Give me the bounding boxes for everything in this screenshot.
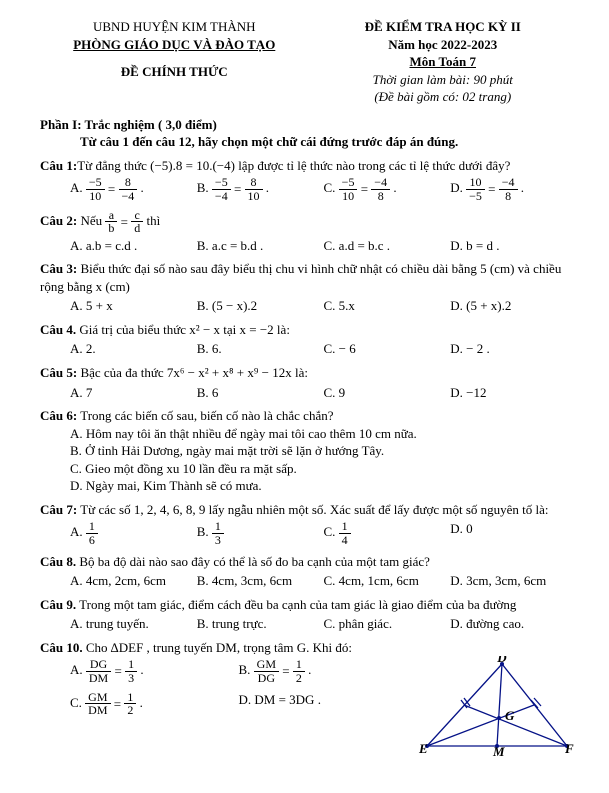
q1-opt-d: D. 10−5 = −48 . [450, 176, 577, 202]
q2-label: Câu 2: [40, 213, 77, 228]
q5-opt-a: A. 7 [70, 384, 197, 402]
q4-opt-a: A. 2. [70, 340, 197, 358]
q1-text: Từ đẳng thức (−5).8 = 10.(−4) lập được t… [77, 158, 510, 173]
q4-opt-d: D. − 2 . [450, 340, 577, 358]
exam-title: ĐỀ KIỂM TRA HỌC KỲ II [309, 18, 578, 36]
q10-text: Cho ∆DEF , trung tuyến DM, trọng tâm G. … [83, 640, 352, 655]
question-5: Câu 5: Bậc của đa thức 7x⁶ − x² + x⁸ + x… [40, 364, 577, 401]
q6-opt-d: D. Ngày mai, Kim Thành sẽ có mưa. [70, 477, 577, 495]
q3-opt-b: B. (5 − x).2 [197, 297, 324, 315]
label-F: F [564, 741, 574, 756]
dept-line: PHÒNG GIÁO DỤC VÀ ĐÀO TẠO [40, 36, 309, 54]
header-left: UBND HUYỆN KIM THÀNH PHÒNG GIÁO DỤC VÀ Đ… [40, 18, 309, 106]
q7-text: Từ các số 1, 2, 4, 6, 8, 9 lấy ngẫu nhiê… [77, 502, 548, 517]
q3-opt-d: D. (5 + x).2 [450, 297, 577, 315]
q6-opt-c: C. Gieo một đồng xu 10 lần đều ra mặt sấ… [70, 460, 577, 478]
q7-opt-c: C. 14 [324, 520, 451, 546]
part1-title: Phần I: Trắc nghiệm ( 3,0 điểm) [40, 116, 577, 134]
header: UBND HUYỆN KIM THÀNH PHÒNG GIÁO DỤC VÀ Đ… [40, 18, 577, 106]
question-9: Câu 9. Trong một tam giác, điểm cách đều… [40, 596, 577, 633]
q1-opt-b: B. −5−4 = 810 . [197, 176, 324, 202]
label-G: G [505, 708, 515, 723]
part1-instruction: Từ câu 1 đến câu 12, hãy chọn một chữ cá… [80, 133, 577, 151]
q7-opt-d: D. 0 [450, 520, 577, 546]
q8-opt-b: B. 4cm, 3cm, 6cm [197, 572, 324, 590]
q9-opt-d: D. đường cao. [450, 615, 577, 633]
question-6: Câu 6: Trong các biến cố sau, biến cố nà… [40, 407, 577, 495]
header-right: ĐỀ KIỂM TRA HỌC KỲ II Năm học 2022-2023 … [309, 18, 578, 106]
q2-tail: thì [146, 213, 160, 228]
q10-opt-c: C. GMDM = 12 . [70, 691, 239, 717]
q3-text: Biểu thức đại số nào sau đây biểu thị ch… [40, 261, 561, 294]
q4-text: Giá trị của biểu thức x² − x tại x = −2 … [76, 322, 290, 337]
q2-opt-b: B. a.c = b.d . [197, 237, 324, 255]
school-year: Năm học 2022-2023 [309, 36, 578, 54]
subject: Môn Toán 7 [309, 53, 578, 71]
q5-opt-c: C. 9 [324, 384, 451, 402]
q10-opt-d: D. DM = 3DG . [239, 691, 408, 717]
q3-label: Câu 3: [40, 261, 77, 276]
q9-label: Câu 9. [40, 597, 76, 612]
q8-opt-c: C. 4cm, 1cm, 6cm [324, 572, 451, 590]
question-2: Câu 2: Nếu ab = cd thì A. a.b = c.d . B.… [40, 209, 577, 255]
q3-opt-a: A. 5 + x [70, 297, 197, 315]
label-E: E [418, 741, 428, 756]
question-3: Câu 3: Biểu thức đại số nào sau đây biểu… [40, 260, 577, 315]
question-7: Câu 7: Từ các số 1, 2, 4, 6, 8, 9 lấy ng… [40, 501, 577, 547]
q8-label: Câu 8. [40, 554, 76, 569]
q9-text: Trong một tam giác, điểm cách đều ba cạn… [76, 597, 516, 612]
q6-opt-a: A. Hôm nay tôi ăn thật nhiều để ngày mai… [70, 425, 577, 443]
q10-label: Câu 10. [40, 640, 83, 655]
q5-opt-d: D. −12 [450, 384, 577, 402]
q3-opt-c: C. 5.x [324, 297, 451, 315]
q4-label: Câu 4. [40, 322, 76, 337]
q1-opt-a: A. −510 = 8−4 . [70, 176, 197, 202]
q7-opt-a: A. 16 [70, 520, 197, 546]
q8-text: Bộ ba độ dài nào sao đây có thể là số đo… [76, 554, 430, 569]
q2-opt-d: D. b = d . [450, 237, 577, 255]
q6-opt-b: B. Ở tỉnh Hải Dương, ngày mai mặt trời s… [70, 442, 577, 460]
q2-lead: Nếu [80, 213, 105, 228]
q1-label: Câu 1: [40, 158, 77, 173]
triangle-diagram: D E F G M [407, 656, 577, 761]
q6-label: Câu 6: [40, 408, 77, 423]
label-M: M [492, 744, 505, 756]
q6-text: Trong các biến cố sau, biến cố nào là ch… [77, 408, 333, 423]
q10-opt-a: A. DGDM = 13 . [70, 658, 239, 684]
q5-label: Câu 5: [40, 365, 77, 380]
q10-opt-b: B. GMDG = 12 . [239, 658, 408, 684]
q9-opt-c: C. phân giác. [324, 615, 451, 633]
q2-opt-c: C. a.d = b.c . [324, 237, 451, 255]
question-8: Câu 8. Bộ ba độ dài nào sao đây có thể l… [40, 553, 577, 590]
q1-opt-c: C. −510 = −48 . [324, 176, 451, 202]
q4-opt-b: B. 6. [197, 340, 324, 358]
label-D: D [496, 656, 507, 665]
q5-opt-b: B. 6 [197, 384, 324, 402]
q9-opt-a: A. trung tuyến. [70, 615, 197, 633]
q7-opt-b: B. 13 [197, 520, 324, 546]
duration: Thời gian làm bài: 90 phút [309, 71, 578, 89]
q9-opt-b: B. trung trực. [197, 615, 324, 633]
question-4: Câu 4. Giá trị của biểu thức x² − x tại … [40, 321, 577, 358]
question-1: Câu 1:Từ đẳng thức (−5).8 = 10.(−4) lập … [40, 157, 577, 203]
exam-page: UBND HUYỆN KIM THÀNH PHÒNG GIÁO DỤC VÀ Đ… [0, 0, 609, 779]
q7-label: Câu 7: [40, 502, 77, 517]
q8-opt-a: A. 4cm, 2cm, 6cm [70, 572, 197, 590]
question-10: Câu 10. Cho ∆DEF , trung tuyến DM, trọng… [40, 639, 577, 761]
q4-opt-c: C. − 6 [324, 340, 451, 358]
org-line: UBND HUYỆN KIM THÀNH [40, 18, 309, 36]
q2-opt-a: A. a.b = c.d . [70, 237, 197, 255]
official-line: ĐỀ CHÍNH THỨC [40, 63, 309, 81]
q8-opt-d: D. 3cm, 3cm, 6cm [450, 572, 577, 590]
page-count: (Đề bài gồm có: 02 trang) [309, 88, 578, 106]
q5-text: Bậc của đa thức 7x⁶ − x² + x⁸ + x⁹ − 12x… [77, 365, 308, 380]
